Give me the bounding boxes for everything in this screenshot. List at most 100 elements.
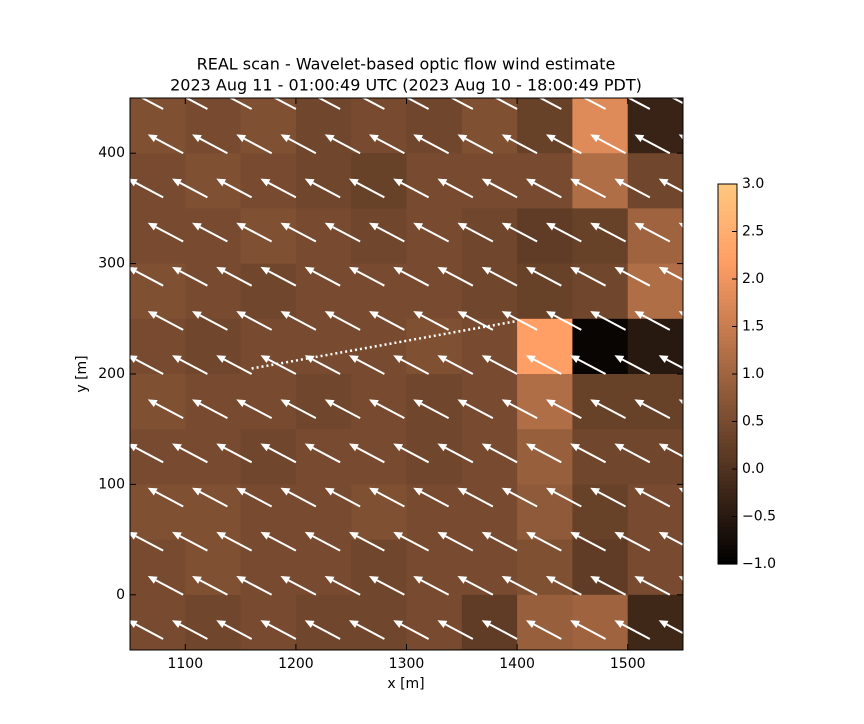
colorbar-segment xyxy=(718,499,737,504)
wind-arrow xyxy=(368,487,405,508)
arrow-head xyxy=(481,443,492,452)
colorbar-segment xyxy=(718,488,737,493)
heat-cell xyxy=(295,484,352,541)
wind-arrow xyxy=(368,399,405,420)
wind-arrow xyxy=(348,531,385,552)
wind-arrow xyxy=(457,134,494,155)
arrow-shaft xyxy=(135,446,164,464)
arrow-shaft xyxy=(267,623,297,640)
arrow-head xyxy=(236,399,247,408)
wind-arrow xyxy=(324,576,361,596)
arrow-shaft xyxy=(361,98,385,110)
wind-arrow xyxy=(525,266,562,287)
arrow-head xyxy=(368,399,379,408)
wind-arrow xyxy=(216,531,253,552)
arrow-shaft xyxy=(533,358,562,375)
wind-arrow xyxy=(324,311,361,331)
heat-cell xyxy=(185,429,242,485)
arrow-shaft xyxy=(312,358,341,375)
wind-arrow xyxy=(525,178,562,199)
wind-arrow xyxy=(260,531,297,552)
arrow-head xyxy=(413,399,424,408)
wind-arrow xyxy=(236,222,273,243)
wind-arrow xyxy=(481,620,518,640)
arrow-shaft xyxy=(332,579,361,596)
arrow-head xyxy=(368,487,379,496)
arrow-shaft xyxy=(489,270,518,287)
arrow-shaft xyxy=(641,402,671,420)
arrow-head xyxy=(280,134,291,143)
wind-arrow xyxy=(172,531,208,552)
arrow-head xyxy=(236,576,247,584)
arrow-shaft xyxy=(155,402,184,420)
wind-arrow xyxy=(216,178,253,199)
arrow-shaft xyxy=(533,446,562,464)
wind-arrow xyxy=(280,311,317,331)
wind-arrow xyxy=(614,266,651,287)
wind-arrow xyxy=(216,443,253,464)
arrow-shaft xyxy=(135,181,164,199)
arrow-shaft xyxy=(489,446,518,464)
heat-cell xyxy=(461,208,518,265)
heat-cell xyxy=(130,374,186,430)
wind-arrow xyxy=(260,355,297,375)
colorbar-segment xyxy=(718,404,737,409)
colorbar-segment xyxy=(718,366,737,371)
arrow-head xyxy=(130,267,138,275)
arrow-head xyxy=(147,487,158,496)
arrow-shaft xyxy=(444,446,474,464)
colorbar-segment xyxy=(718,518,737,523)
arrow-shaft xyxy=(400,446,430,464)
arrow-head xyxy=(393,178,404,187)
colorbar-segment xyxy=(718,442,737,447)
colorbar-segment xyxy=(718,480,737,485)
heat-cell xyxy=(627,263,683,320)
arrow-shaft xyxy=(223,181,253,199)
arrow-shaft xyxy=(155,226,184,243)
arrow-shaft xyxy=(641,226,671,243)
arrow-head xyxy=(147,399,158,408)
arrow-head xyxy=(501,399,512,408)
wind-arrow xyxy=(481,443,518,464)
arrow-shaft xyxy=(199,402,228,420)
colorbar-tick-label: 2.0 xyxy=(742,271,764,287)
arrow-head xyxy=(216,266,227,275)
wind-arrow xyxy=(525,355,562,375)
wind-arrow xyxy=(368,576,405,596)
arrow-shaft xyxy=(179,181,208,199)
arrow-shaft xyxy=(356,358,385,375)
heat-cell xyxy=(627,594,683,650)
heat-cell xyxy=(517,484,573,541)
wind-arrow xyxy=(614,620,651,640)
arrow-head xyxy=(570,443,581,452)
wind-arrow xyxy=(324,399,361,420)
colorbar-segment xyxy=(718,336,737,341)
arrow-head xyxy=(570,531,581,540)
arrow-head xyxy=(658,531,669,540)
wind-arrow xyxy=(614,443,651,464)
arrow-head xyxy=(130,355,138,363)
arrow-shaft xyxy=(666,535,683,546)
heat-cell xyxy=(517,429,573,485)
arrow-head xyxy=(457,576,468,584)
arrow-head xyxy=(570,620,581,628)
arrow-head xyxy=(368,222,379,231)
arrow-shaft xyxy=(223,358,253,375)
arrow-shaft xyxy=(155,137,184,155)
colorbar-segment xyxy=(718,522,737,527)
arrow-head xyxy=(658,355,669,363)
arrow-shaft xyxy=(179,358,208,375)
arrow-shaft xyxy=(135,623,164,640)
arrow-head xyxy=(236,134,247,143)
colorbar-segment xyxy=(718,408,737,413)
arrow-shaft xyxy=(405,98,430,110)
arrow-head xyxy=(634,134,645,143)
wind-arrow xyxy=(481,531,518,552)
arrow-head xyxy=(437,531,448,540)
arrow-shaft xyxy=(243,226,273,243)
wind-arrow xyxy=(457,576,494,596)
colorbar-tick-label: −0.5 xyxy=(742,509,776,525)
y-axis-label: y [m] xyxy=(74,355,90,392)
arrow-shaft xyxy=(135,270,164,287)
heat-cell xyxy=(240,539,297,596)
